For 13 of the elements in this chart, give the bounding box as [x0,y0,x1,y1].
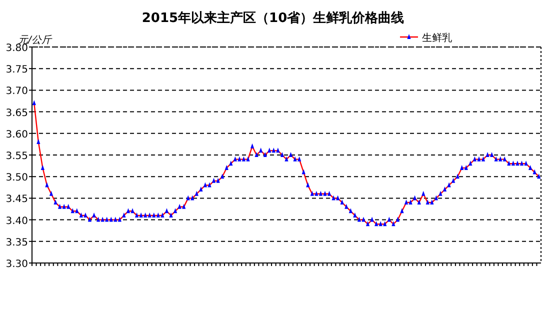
y-tick-label: 3.75 [6,64,28,76]
y-tick-label: 3.65 [6,108,28,119]
y-tick-label: 3.60 [6,129,28,140]
y-tick-label: 3.45 [6,194,28,206]
legend-label: 生鲜乳 [422,32,452,44]
y-tick-label: 3.40 [6,216,28,227]
chart-title: 2015年以来主产区（10省）生鲜乳价格曲线 [142,10,404,26]
y-tick-label: 3.55 [6,151,28,162]
y-tick-label: 3.30 [6,259,28,270]
y-tick-label: 3.70 [6,86,28,98]
y-tick-label: 3.50 [6,172,28,184]
y-tick-label: 3.80 [6,43,28,54]
y-tick-label: 3.35 [6,237,28,248]
